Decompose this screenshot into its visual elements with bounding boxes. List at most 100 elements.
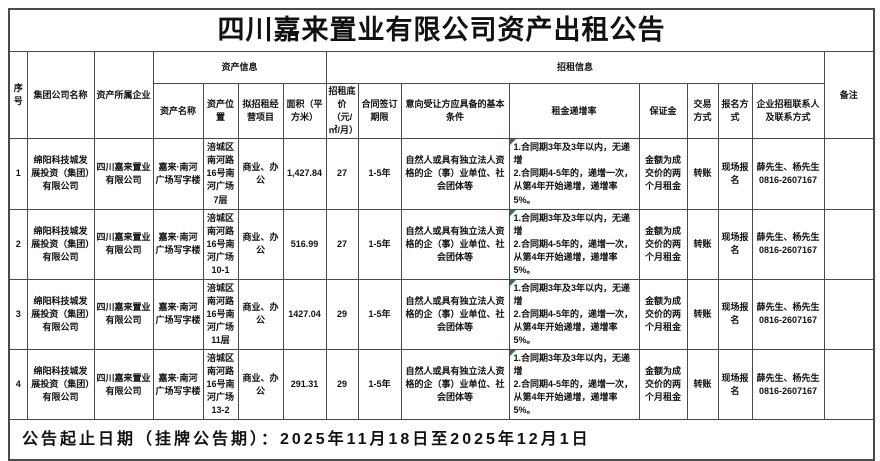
cell-base-price: 29	[325, 349, 359, 421]
rent-increase-text: 1.合同期3年及3年以内，无递增 2.合同期4-5年的，递增一次，从第4年开始递…	[513, 282, 634, 345]
header-area: 面积（平方米）	[282, 83, 327, 140]
cell-registration-method: 现场报名	[717, 349, 753, 421]
cell-asset-owner: 四川嘉来置业有限公司	[93, 278, 154, 351]
table-row: 1 绵阳科技城发展投资（集团）有限公司 四川嘉来置业有限公司 嘉来·南河广场写字…	[8, 138, 875, 210]
header-rental-info: 招租信息	[325, 51, 825, 85]
rent-increase-text: 1.合同期3年及3年以内，无递增 2.合同期4-5年的，递增一次，从第4年开始递…	[513, 212, 634, 275]
header-contract-term: 合同签订期限	[357, 83, 402, 140]
cell-rent-increase: 1.合同期3年及3年以内，无递增 2.合同期4-5年的，递增一次，从第4年开始递…	[508, 138, 640, 210]
cell-deposit: 金额为成交价的两个月租金	[638, 278, 688, 351]
header-deposit: 保证金	[638, 83, 688, 140]
header-group-company: 集团公司名称	[26, 51, 95, 140]
page-title: 四川嘉来置业有限公司资产出租公告	[8, 8, 875, 53]
excel-error-triangle-icon	[510, 350, 516, 357]
excel-error-triangle-icon	[510, 210, 516, 216]
cell-asset-owner: 四川嘉来置业有限公司	[93, 349, 154, 421]
cell-serial: 1	[8, 138, 28, 210]
header-base-price: 招租底价（元/㎡/月）	[325, 83, 359, 140]
cell-base-price: 27	[325, 208, 359, 280]
cell-contact: 薛先生、杨先生 0816-2607167	[751, 208, 825, 280]
cell-conditions: 自然人或具有独立法人资格的企（事）业单位、社会团体等	[400, 278, 510, 351]
header-conditions: 意向受让方应具备的基本条件	[400, 83, 510, 140]
header-remark: 备注	[823, 51, 875, 140]
header-asset-owner: 资产所属企业	[93, 51, 154, 140]
cell-business-project: 商业、办公	[237, 138, 284, 210]
cell-area: 291.31	[282, 349, 327, 421]
cell-rent-increase: 1.合同期3年及3年以内，无递增 2.合同期4-5年的，递增一次，从第4年开始递…	[508, 349, 640, 421]
cell-contact: 薛先生、杨先生 0816-2607167	[751, 138, 825, 210]
cell-conditions: 自然人或具有独立法人资格的企（事）业单位、社会团体等	[400, 208, 510, 280]
cell-transaction-method: 转账	[686, 208, 719, 280]
cell-conditions: 自然人或具有独立法人资格的企（事）业单位、社会团体等	[400, 138, 510, 210]
cell-group-company: 绵阳科技城发展投资（集团）有限公司	[26, 349, 95, 421]
cell-asset-location: 涪城区南河路16号南河广场7层	[202, 138, 239, 210]
cell-business-project: 商业、办公	[237, 349, 284, 421]
header-row-2: 资产名称 资产位置 拟招租经营项目 面积（平方米） 招租底价（元/㎡/月） 合同…	[9, 83, 874, 140]
excel-error-triangle-icon	[510, 139, 516, 146]
title-row: 四川嘉来置业有限公司资产出租公告	[8, 8, 875, 53]
cell-serial: 4	[8, 349, 28, 421]
cell-remark	[823, 278, 875, 351]
cell-remark	[823, 138, 875, 210]
cell-group-company: 绵阳科技城发展投资（集团）有限公司	[26, 138, 95, 210]
cell-asset-location: 涪城区南河路16号南河广场10-1	[202, 208, 239, 280]
cell-registration-method: 现场报名	[717, 138, 753, 210]
cell-asset-name: 嘉来·南河广场写字楼	[152, 138, 204, 210]
cell-transaction-method: 转账	[686, 278, 719, 351]
cell-group-company: 绵阳科技城发展投资（集团）有限公司	[26, 278, 95, 351]
cell-contact: 薛先生、杨先生 0816-2607167	[751, 349, 825, 421]
header-row-1: 序号 集团公司名称 资产所属企业 资产信息 招租信息 备注	[8, 51, 875, 140]
header-transaction-method: 交易方式	[686, 83, 719, 140]
cell-remark	[823, 349, 875, 421]
cell-rent-increase: 1.合同期3年及3年以内，无递增 2.合同期4-5年的，递增一次，从第4年开始递…	[508, 208, 640, 280]
header-asset-location: 资产位置	[202, 83, 239, 140]
cell-conditions: 自然人或具有独立法人资格的企（事）业单位、社会团体等	[400, 349, 510, 421]
cell-deposit: 金额为成交价的两个月租金	[638, 208, 688, 280]
cell-deposit: 金额为成交价的两个月租金	[638, 138, 688, 210]
header-asset-name: 资产名称	[152, 83, 204, 140]
cell-area: 516.99	[282, 208, 327, 280]
rent-increase-text: 1.合同期3年及3年以内，无递增 2.合同期4-5年的，递增一次，从第4年开始递…	[513, 353, 634, 416]
cell-rent-increase: 1.合同期3年及3年以内，无递增 2.合同期4-5年的，递增一次，从第4年开始递…	[508, 278, 640, 351]
cell-contract-term: 1-5年	[357, 278, 402, 351]
announcement-sheet: 四川嘉来置业有限公司资产出租公告 序号 集团公司名称 资产所属企业 资产信息 招…	[8, 8, 875, 461]
table-row: 3 绵阳科技城发展投资（集团）有限公司 四川嘉来置业有限公司 嘉来·南河广场写字…	[8, 278, 875, 351]
cell-contact: 薛先生、杨先生 0816-2607167	[751, 278, 825, 351]
header-contact: 企业招租联系人及联系方式	[751, 83, 825, 140]
cell-contract-term: 1-5年	[357, 349, 402, 421]
cell-contract-term: 1-5年	[357, 138, 402, 210]
cell-asset-name: 嘉来·南河广场写字楼	[152, 349, 204, 421]
cell-asset-location: 涪城区南河路16号南河广场13-2	[202, 349, 239, 421]
cell-asset-location: 涪城区南河路16号南河广场11层	[202, 278, 239, 351]
cell-contract-term: 1-5年	[357, 208, 402, 280]
cell-serial: 2	[8, 208, 28, 280]
cell-asset-owner: 四川嘉来置业有限公司	[93, 208, 154, 280]
cell-business-project: 商业、办公	[237, 278, 284, 351]
announcement-period: 公告起止日期（挂牌公告期）：2025年11月18日至2025年12月1日	[8, 419, 875, 461]
rent-increase-text: 1.合同期3年及3年以内，无递增 2.合同期4-5年的，递增一次，从第4年开始递…	[513, 142, 634, 205]
header-registration-method: 报名方式	[717, 83, 753, 140]
cell-area: 1427.04	[282, 278, 327, 351]
cell-serial: 3	[8, 278, 28, 351]
header-serial: 序号	[8, 51, 28, 140]
header-business-project: 拟招租经营项目	[237, 83, 284, 140]
cell-asset-name: 嘉来·南河广场写字楼	[152, 208, 204, 280]
cell-registration-method: 现场报名	[717, 278, 753, 351]
header-rent-increase: 租金递增率	[508, 83, 640, 140]
cell-transaction-method: 转账	[686, 349, 719, 421]
cell-business-project: 商业、办公	[237, 208, 284, 280]
cell-remark	[823, 208, 875, 280]
asset-rental-table: 四川嘉来置业有限公司资产出租公告 序号 集团公司名称 资产所属企业 资产信息 招…	[8, 8, 875, 461]
cell-base-price: 27	[325, 138, 359, 210]
cell-registration-method: 现场报名	[717, 208, 753, 280]
table-row: 2 绵阳科技城发展投资（集团）有限公司 四川嘉来置业有限公司 嘉来·南河广场写字…	[8, 208, 875, 280]
cell-group-company: 绵阳科技城发展投资（集团）有限公司	[26, 208, 95, 280]
excel-error-triangle-icon	[510, 280, 516, 286]
footer-row: 公告起止日期（挂牌公告期）：2025年11月18日至2025年12月1日	[8, 419, 875, 461]
cell-asset-owner: 四川嘉来置业有限公司	[93, 138, 154, 210]
table-row: 4 绵阳科技城发展投资（集团）有限公司 四川嘉来置业有限公司 嘉来·南河广场写字…	[8, 349, 875, 421]
cell-asset-name: 嘉来·南河广场写字楼	[152, 278, 204, 351]
cell-deposit: 金额为成交价的两个月租金	[638, 349, 688, 421]
cell-base-price: 29	[325, 278, 359, 351]
header-asset-info: 资产信息	[152, 51, 327, 85]
